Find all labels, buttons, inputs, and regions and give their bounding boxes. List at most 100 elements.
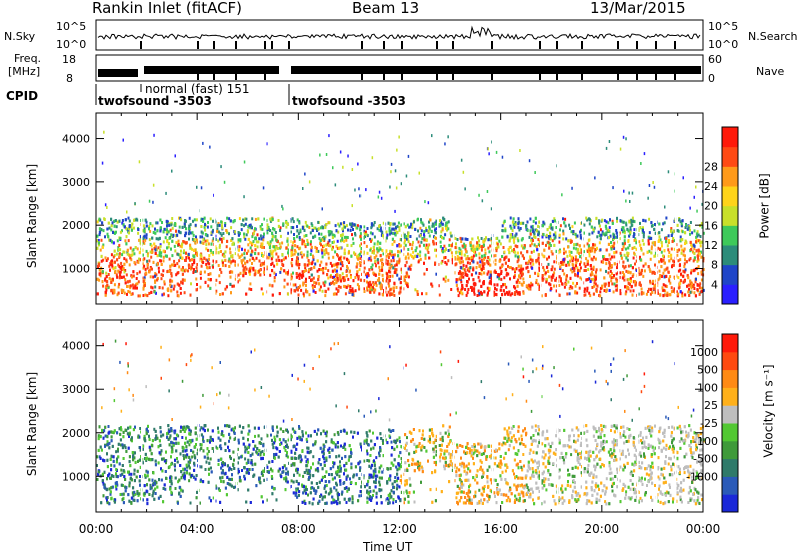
echo-pixel [151, 248, 154, 252]
echo-pixel [533, 243, 536, 247]
echo-pixel [454, 263, 457, 267]
echo-pixel [188, 237, 190, 241]
echo-pixel [549, 237, 552, 241]
echo-pixel [526, 265, 529, 269]
echo-pixel [236, 263, 239, 267]
echo-pixel [273, 245, 276, 249]
echo-pixel [271, 217, 274, 221]
echo-pixel [212, 219, 214, 223]
echo-pixel [471, 259, 474, 262]
echo-pixel [108, 226, 111, 230]
echo-pixel [679, 279, 682, 283]
echo-pixel [579, 262, 581, 266]
echo-pixel [398, 291, 401, 295]
echo-pixel [700, 221, 703, 225]
echo-pixel [327, 276, 330, 280]
echo-pixel [658, 269, 661, 273]
echo-pixel [682, 274, 685, 278]
echo-pixel [576, 266, 579, 270]
echo-pixel [435, 222, 438, 226]
echo-pixel [122, 250, 125, 254]
echo-pixel [665, 236, 668, 240]
echo-pixel [686, 274, 689, 278]
echo-pixel [638, 272, 641, 276]
echo-pixel [303, 270, 306, 273]
echo-pixel [154, 227, 156, 231]
echo-pixel [98, 217, 101, 221]
echo-pixel [155, 221, 158, 225]
echo-pixel [229, 247, 231, 251]
echo-pixel [336, 276, 339, 280]
echo-pixel [356, 283, 359, 287]
echo-pixel [570, 239, 573, 243]
freq-band-3 [291, 66, 701, 74]
echo-pixel [207, 261, 210, 265]
echo-pixel [626, 254, 629, 258]
echo-pixel [363, 266, 366, 270]
echo-pixel [110, 240, 113, 244]
echo-pixel [482, 265, 485, 268]
echo-pixel [144, 238, 147, 242]
echo-pixel [234, 260, 237, 264]
echo-pixel [317, 278, 320, 282]
echo-pixel [210, 231, 213, 235]
echo-pixel [662, 222, 665, 226]
echo-pixel [528, 235, 531, 239]
echo-pixel [662, 271, 665, 275]
echo-pixel [501, 293, 504, 297]
echo-pixel [389, 252, 392, 256]
echo-pixel [558, 293, 561, 297]
echo-pixel [243, 256, 246, 260]
echo-pixel [521, 272, 524, 276]
echo-pixel [530, 281, 533, 285]
echo-pixel [584, 264, 587, 268]
echo-pixel [459, 276, 462, 279]
echo-pixel [437, 284, 440, 288]
echo-pixel [671, 231, 674, 235]
echo-pixel [359, 234, 362, 238]
echo-pixel [271, 284, 274, 288]
echo-pixel [425, 268, 428, 271]
echo-pixel [395, 226, 397, 230]
echo-pixel [532, 219, 535, 223]
echo-pixel [559, 250, 562, 254]
echo-pixel [175, 229, 177, 233]
echo-pixel [316, 259, 319, 263]
echo-pixel [267, 225, 270, 229]
echo-pixel [357, 277, 360, 281]
echo-pixel [697, 256, 699, 260]
echo-pixel [673, 260, 676, 264]
echo-pixel [534, 171, 536, 174]
echo-pixel [387, 290, 390, 294]
echo-pixel [623, 235, 626, 239]
echo-pixel [258, 259, 261, 263]
echo-pixel [681, 291, 684, 295]
echo-pixel [683, 265, 686, 268]
echo-pixel [615, 229, 618, 232]
echo-pixel [347, 228, 349, 232]
echo-pixel [207, 221, 209, 224]
echo-pixel [97, 239, 100, 242]
echo-pixel [502, 246, 505, 249]
echo-pixel [486, 286, 489, 290]
echo-pixel [602, 232, 605, 236]
echo-pixel [482, 243, 485, 247]
echo-pixel [267, 256, 270, 260]
echo-pixel [239, 232, 241, 236]
echo-pixel [226, 230, 229, 234]
echo-pixel [446, 224, 449, 228]
echo-pixel [605, 231, 608, 235]
echo-pixel [118, 270, 121, 274]
echo-pixel [535, 281, 538, 285]
echo-pixel [215, 289, 218, 293]
echo-pixel [324, 290, 327, 294]
echo-pixel [699, 252, 701, 256]
echo-pixel [700, 270, 703, 274]
echo-pixel [323, 249, 326, 253]
echo-pixel [558, 233, 561, 237]
echo-pixel [446, 221, 449, 225]
echo-pixel [341, 227, 344, 231]
echo-pixel [609, 266, 612, 270]
echo-pixel [588, 249, 591, 253]
echo-pixel [193, 261, 196, 265]
